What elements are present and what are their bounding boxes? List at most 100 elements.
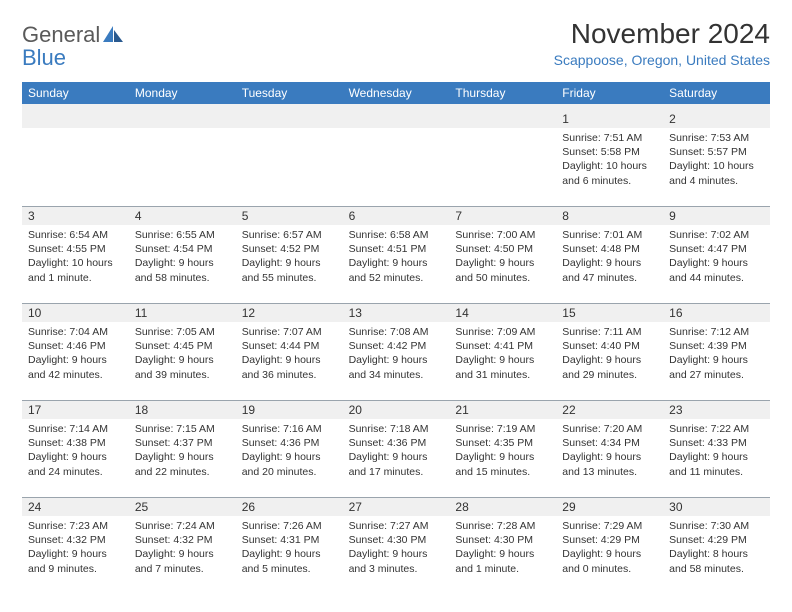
day-cell: Sunrise: 7:14 AMSunset: 4:38 PMDaylight:…	[22, 419, 129, 497]
day-cell: Sunrise: 7:30 AMSunset: 4:29 PMDaylight:…	[663, 516, 770, 594]
day-cell: Sunrise: 7:26 AMSunset: 4:31 PMDaylight:…	[236, 516, 343, 594]
daylight-text-1: Daylight: 9 hours	[28, 547, 123, 561]
day-cell	[129, 128, 236, 206]
sunset-text: Sunset: 4:44 PM	[242, 339, 337, 353]
day-cell: Sunrise: 7:22 AMSunset: 4:33 PMDaylight:…	[663, 419, 770, 497]
sunrise-text: Sunrise: 7:53 AM	[669, 131, 764, 145]
sunrise-text: Sunrise: 7:00 AM	[455, 228, 550, 242]
daylight-text-1: Daylight: 9 hours	[349, 450, 444, 464]
daylight-text-2: and 9 minutes.	[28, 562, 123, 576]
sunset-text: Sunset: 4:52 PM	[242, 242, 337, 256]
daylight-text-2: and 4 minutes.	[669, 174, 764, 188]
weekday-label: Thursday	[449, 82, 556, 104]
daylight-text-1: Daylight: 9 hours	[28, 353, 123, 367]
daylight-text-2: and 5 minutes.	[242, 562, 337, 576]
day-cell: Sunrise: 7:11 AMSunset: 4:40 PMDaylight:…	[556, 322, 663, 400]
sunset-text: Sunset: 4:37 PM	[135, 436, 230, 450]
sunrise-text: Sunrise: 7:14 AM	[28, 422, 123, 436]
sunset-text: Sunset: 4:45 PM	[135, 339, 230, 353]
sunset-text: Sunset: 4:51 PM	[349, 242, 444, 256]
daylight-text-2: and 39 minutes.	[135, 368, 230, 382]
sunset-text: Sunset: 4:55 PM	[28, 242, 123, 256]
day-cell	[449, 128, 556, 206]
sunrise-text: Sunrise: 7:02 AM	[669, 228, 764, 242]
daylight-text-2: and 47 minutes.	[562, 271, 657, 285]
header: General Blue November 2024 Scappoose, Or…	[22, 18, 770, 70]
sunrise-text: Sunrise: 6:55 AM	[135, 228, 230, 242]
sunset-text: Sunset: 4:54 PM	[135, 242, 230, 256]
week-row: Sunrise: 6:54 AMSunset: 4:55 PMDaylight:…	[22, 225, 770, 303]
daylight-text-2: and 20 minutes.	[242, 465, 337, 479]
daylight-text-1: Daylight: 9 hours	[135, 256, 230, 270]
sunrise-text: Sunrise: 7:01 AM	[562, 228, 657, 242]
calendar-grid: Sunday Monday Tuesday Wednesday Thursday…	[22, 82, 770, 594]
day-number: 2	[663, 110, 770, 128]
sunrise-text: Sunrise: 6:58 AM	[349, 228, 444, 242]
week-row: Sunrise: 7:04 AMSunset: 4:46 PMDaylight:…	[22, 322, 770, 400]
daylight-text-2: and 13 minutes.	[562, 465, 657, 479]
day-cell: Sunrise: 7:16 AMSunset: 4:36 PMDaylight:…	[236, 419, 343, 497]
daylight-text-2: and 58 minutes.	[135, 271, 230, 285]
sunset-text: Sunset: 4:34 PM	[562, 436, 657, 450]
daylight-text-2: and 55 minutes.	[242, 271, 337, 285]
day-number	[236, 110, 343, 128]
day-cell: Sunrise: 7:04 AMSunset: 4:46 PMDaylight:…	[22, 322, 129, 400]
weekday-label: Friday	[556, 82, 663, 104]
calendar-page: General Blue November 2024 Scappoose, Or…	[0, 0, 792, 594]
sunrise-text: Sunrise: 7:07 AM	[242, 325, 337, 339]
daylight-text-1: Daylight: 9 hours	[455, 450, 550, 464]
sunset-text: Sunset: 4:48 PM	[562, 242, 657, 256]
sunrise-text: Sunrise: 7:08 AM	[349, 325, 444, 339]
day-cell: Sunrise: 7:02 AMSunset: 4:47 PMDaylight:…	[663, 225, 770, 303]
daylight-text-2: and 27 minutes.	[669, 368, 764, 382]
sunrise-text: Sunrise: 7:11 AM	[562, 325, 657, 339]
day-cell: Sunrise: 7:24 AMSunset: 4:32 PMDaylight:…	[129, 516, 236, 594]
day-cell: Sunrise: 6:58 AMSunset: 4:51 PMDaylight:…	[343, 225, 450, 303]
sail-icon	[103, 26, 123, 42]
daylight-text-2: and 36 minutes.	[242, 368, 337, 382]
day-number: 28	[449, 498, 556, 516]
day-number: 30	[663, 498, 770, 516]
day-number: 16	[663, 304, 770, 322]
day-number	[22, 110, 129, 128]
day-number: 21	[449, 401, 556, 419]
day-number: 24	[22, 498, 129, 516]
day-cell: Sunrise: 7:05 AMSunset: 4:45 PMDaylight:…	[129, 322, 236, 400]
sunrise-text: Sunrise: 7:23 AM	[28, 519, 123, 533]
daylight-text-2: and 17 minutes.	[349, 465, 444, 479]
sunset-text: Sunset: 4:32 PM	[135, 533, 230, 547]
day-number-row: 17181920212223	[22, 400, 770, 419]
sunrise-text: Sunrise: 7:28 AM	[455, 519, 550, 533]
weekday-header-row: Sunday Monday Tuesday Wednesday Thursday…	[22, 82, 770, 104]
day-number: 17	[22, 401, 129, 419]
daylight-text-2: and 1 minute.	[28, 271, 123, 285]
daylight-text-1: Daylight: 9 hours	[562, 256, 657, 270]
sunrise-text: Sunrise: 7:04 AM	[28, 325, 123, 339]
daylight-text-1: Daylight: 9 hours	[135, 450, 230, 464]
week-row: Sunrise: 7:14 AMSunset: 4:38 PMDaylight:…	[22, 419, 770, 497]
day-cell: Sunrise: 7:29 AMSunset: 4:29 PMDaylight:…	[556, 516, 663, 594]
day-number: 18	[129, 401, 236, 419]
day-cell: Sunrise: 7:28 AMSunset: 4:30 PMDaylight:…	[449, 516, 556, 594]
sunset-text: Sunset: 4:42 PM	[349, 339, 444, 353]
sunset-text: Sunset: 4:30 PM	[349, 533, 444, 547]
day-cell: Sunrise: 7:19 AMSunset: 4:35 PMDaylight:…	[449, 419, 556, 497]
daylight-text-1: Daylight: 9 hours	[669, 256, 764, 270]
day-number: 3	[22, 207, 129, 225]
sunrise-text: Sunrise: 7:24 AM	[135, 519, 230, 533]
daylight-text-1: Daylight: 9 hours	[242, 353, 337, 367]
day-cell: Sunrise: 7:27 AMSunset: 4:30 PMDaylight:…	[343, 516, 450, 594]
daylight-text-1: Daylight: 8 hours	[669, 547, 764, 561]
day-number: 25	[129, 498, 236, 516]
day-cell	[343, 128, 450, 206]
daylight-text-1: Daylight: 9 hours	[455, 353, 550, 367]
day-number: 11	[129, 304, 236, 322]
daylight-text-1: Daylight: 10 hours	[562, 159, 657, 173]
sunrise-text: Sunrise: 7:16 AM	[242, 422, 337, 436]
day-cell: Sunrise: 6:55 AMSunset: 4:54 PMDaylight:…	[129, 225, 236, 303]
sunset-text: Sunset: 4:35 PM	[455, 436, 550, 450]
daylight-text-2: and 52 minutes.	[349, 271, 444, 285]
day-number-row: 24252627282930	[22, 497, 770, 516]
sunrise-text: Sunrise: 7:51 AM	[562, 131, 657, 145]
day-cell: Sunrise: 7:53 AMSunset: 5:57 PMDaylight:…	[663, 128, 770, 206]
